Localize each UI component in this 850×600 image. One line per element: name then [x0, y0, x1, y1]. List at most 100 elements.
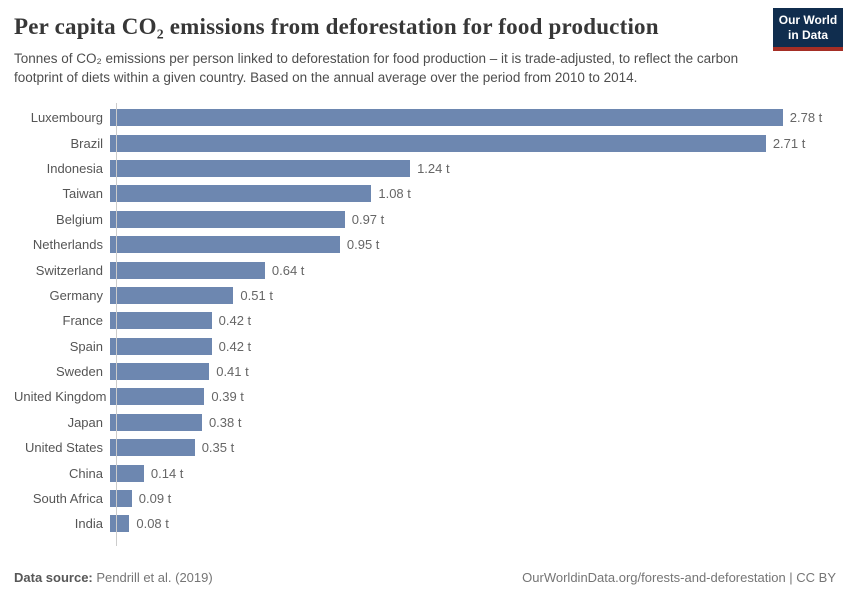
chart-row: Spain 0.42 t — [14, 334, 850, 359]
value-label: 0.08 t — [136, 516, 169, 532]
owid-logo-line1: Our World — [778, 12, 838, 27]
chart-row: Brazil 2.71 t — [14, 130, 850, 155]
owid-logo-line2: in Data — [787, 27, 828, 42]
plot-area: 0.64 t — [110, 257, 850, 282]
chart-row: India 0.08 t — [14, 511, 850, 536]
category-label: Belgium — [56, 211, 103, 227]
value-label: 2.78 t — [789, 110, 823, 126]
value-label: 0.64 t — [271, 262, 305, 278]
category-label: United States — [24, 440, 103, 456]
category-label: South Africa — [32, 491, 103, 507]
category-label: Netherlands — [32, 237, 103, 253]
value-label: 0.38 t — [208, 414, 242, 430]
bar — [110, 312, 212, 330]
value-label: 0.14 t — [150, 465, 184, 481]
bar — [110, 490, 132, 508]
bar — [110, 134, 766, 152]
plot-area: 0.14 t — [110, 460, 850, 485]
bar — [110, 439, 195, 457]
value-label: 0.42 t — [218, 338, 252, 354]
plot-area: 0.39 t — [110, 384, 850, 409]
value-label: 0.09 t — [138, 491, 172, 507]
bar — [110, 261, 265, 279]
data-source: Data source: Pendrill et al. (2019) — [14, 570, 213, 585]
owid-logo: Our World in Data — [773, 8, 843, 51]
category-label: Spain — [69, 338, 103, 354]
plot-area: 0.09 t — [110, 486, 850, 511]
chart-title: Per capita CO₂ emissions from deforestat… — [14, 14, 659, 39]
plot-area: 2.71 t — [110, 130, 850, 155]
chart-row: China 0.14 t — [14, 460, 850, 485]
bar — [110, 363, 210, 381]
category-label: France — [62, 313, 103, 329]
value-label: 2.71 t — [772, 135, 806, 151]
bar-chart: Luxembourg 2.78 t Brazil 2.71 t Indonesia 1.2… — [0, 103, 850, 546]
bar — [110, 159, 411, 177]
plot-area: 0.38 t — [110, 410, 850, 435]
data-source-label: Data source: — [14, 570, 93, 585]
bar — [110, 515, 130, 533]
value-label: 0.51 t — [240, 287, 273, 303]
bar — [110, 210, 345, 228]
chart-footer: Data source: Pendrill et al. (2019) OurW… — [14, 570, 836, 585]
chart-row: Germany 0.51 t — [14, 283, 850, 308]
data-source-value: Pendrill et al. (2019) — [92, 570, 213, 585]
category-label: Sweden — [56, 364, 103, 380]
chart-row: Taiwan 1.08 t — [14, 181, 850, 206]
chart-row: Indonesia 1.24 t — [14, 156, 850, 181]
category-label: Germany — [49, 287, 103, 303]
value-label: 1.08 t — [378, 186, 411, 202]
category-label: Taiwan — [62, 186, 103, 202]
chart-row: Japan 0.38 t — [14, 410, 850, 435]
chart-row: Switzerland 0.64 t — [14, 257, 850, 282]
chart-subtitle: Tonnes of CO₂ emissions per person linke… — [14, 51, 739, 85]
category-label: Brazil — [70, 135, 103, 151]
bar — [110, 236, 340, 254]
chart-header: Per capita CO₂ emissions from deforestat… — [0, 0, 850, 87]
category-label: India — [74, 516, 103, 532]
plot-area: 0.08 t — [110, 511, 850, 536]
plot-area: 2.78 t — [110, 105, 850, 130]
y-axis-line — [116, 103, 117, 546]
value-label: 1.24 t — [417, 160, 450, 176]
plot-area: 0.42 t — [110, 308, 850, 333]
chart-row: United Kingdom 0.39 t — [14, 384, 850, 409]
chart-row: Belgium 0.97 t — [14, 207, 850, 232]
value-label: 0.95 t — [346, 237, 380, 253]
category-label: Indonesia — [46, 160, 103, 176]
plot-area: 0.97 t — [110, 207, 850, 232]
bar — [110, 185, 372, 203]
category-label: Japan — [67, 414, 103, 430]
bar — [110, 286, 234, 304]
value-label: 0.35 t — [201, 440, 235, 456]
category-label: China — [69, 465, 103, 481]
chart-row: Netherlands 0.95 t — [14, 232, 850, 257]
chart-row: Luxembourg 2.78 t — [14, 105, 850, 130]
plot-area: 0.51 t — [110, 283, 850, 308]
plot-area: 0.42 t — [110, 334, 850, 359]
chart-row: Sweden 0.41 t — [14, 359, 850, 384]
chart-row: United States 0.35 t — [14, 435, 850, 460]
chart-row: South Africa 0.09 t — [14, 486, 850, 511]
category-label: Luxembourg — [30, 110, 103, 126]
chart-rows: Luxembourg 2.78 t Brazil 2.71 t Indonesia 1.2… — [14, 105, 850, 537]
bar — [110, 109, 783, 127]
category-label: United Kingdom — [14, 389, 107, 405]
plot-area: 1.08 t — [110, 181, 850, 206]
plot-area: 0.41 t — [110, 359, 850, 384]
chart-row: France 0.42 t — [14, 308, 850, 333]
bar — [110, 388, 205, 406]
value-label: 0.39 t — [211, 389, 244, 405]
plot-area: 0.95 t — [110, 232, 850, 257]
bar — [110, 464, 144, 482]
value-label: 0.41 t — [216, 364, 249, 380]
value-label: 0.42 t — [218, 313, 252, 329]
bar — [110, 413, 202, 431]
plot-area: 1.24 t — [110, 156, 850, 181]
value-label: 0.97 t — [351, 211, 385, 227]
bar — [110, 337, 212, 355]
category-label: Switzerland — [35, 262, 103, 278]
credit-line: OurWorldinData.org/forests-and-deforesta… — [522, 570, 836, 585]
plot-area: 0.35 t — [110, 435, 850, 460]
